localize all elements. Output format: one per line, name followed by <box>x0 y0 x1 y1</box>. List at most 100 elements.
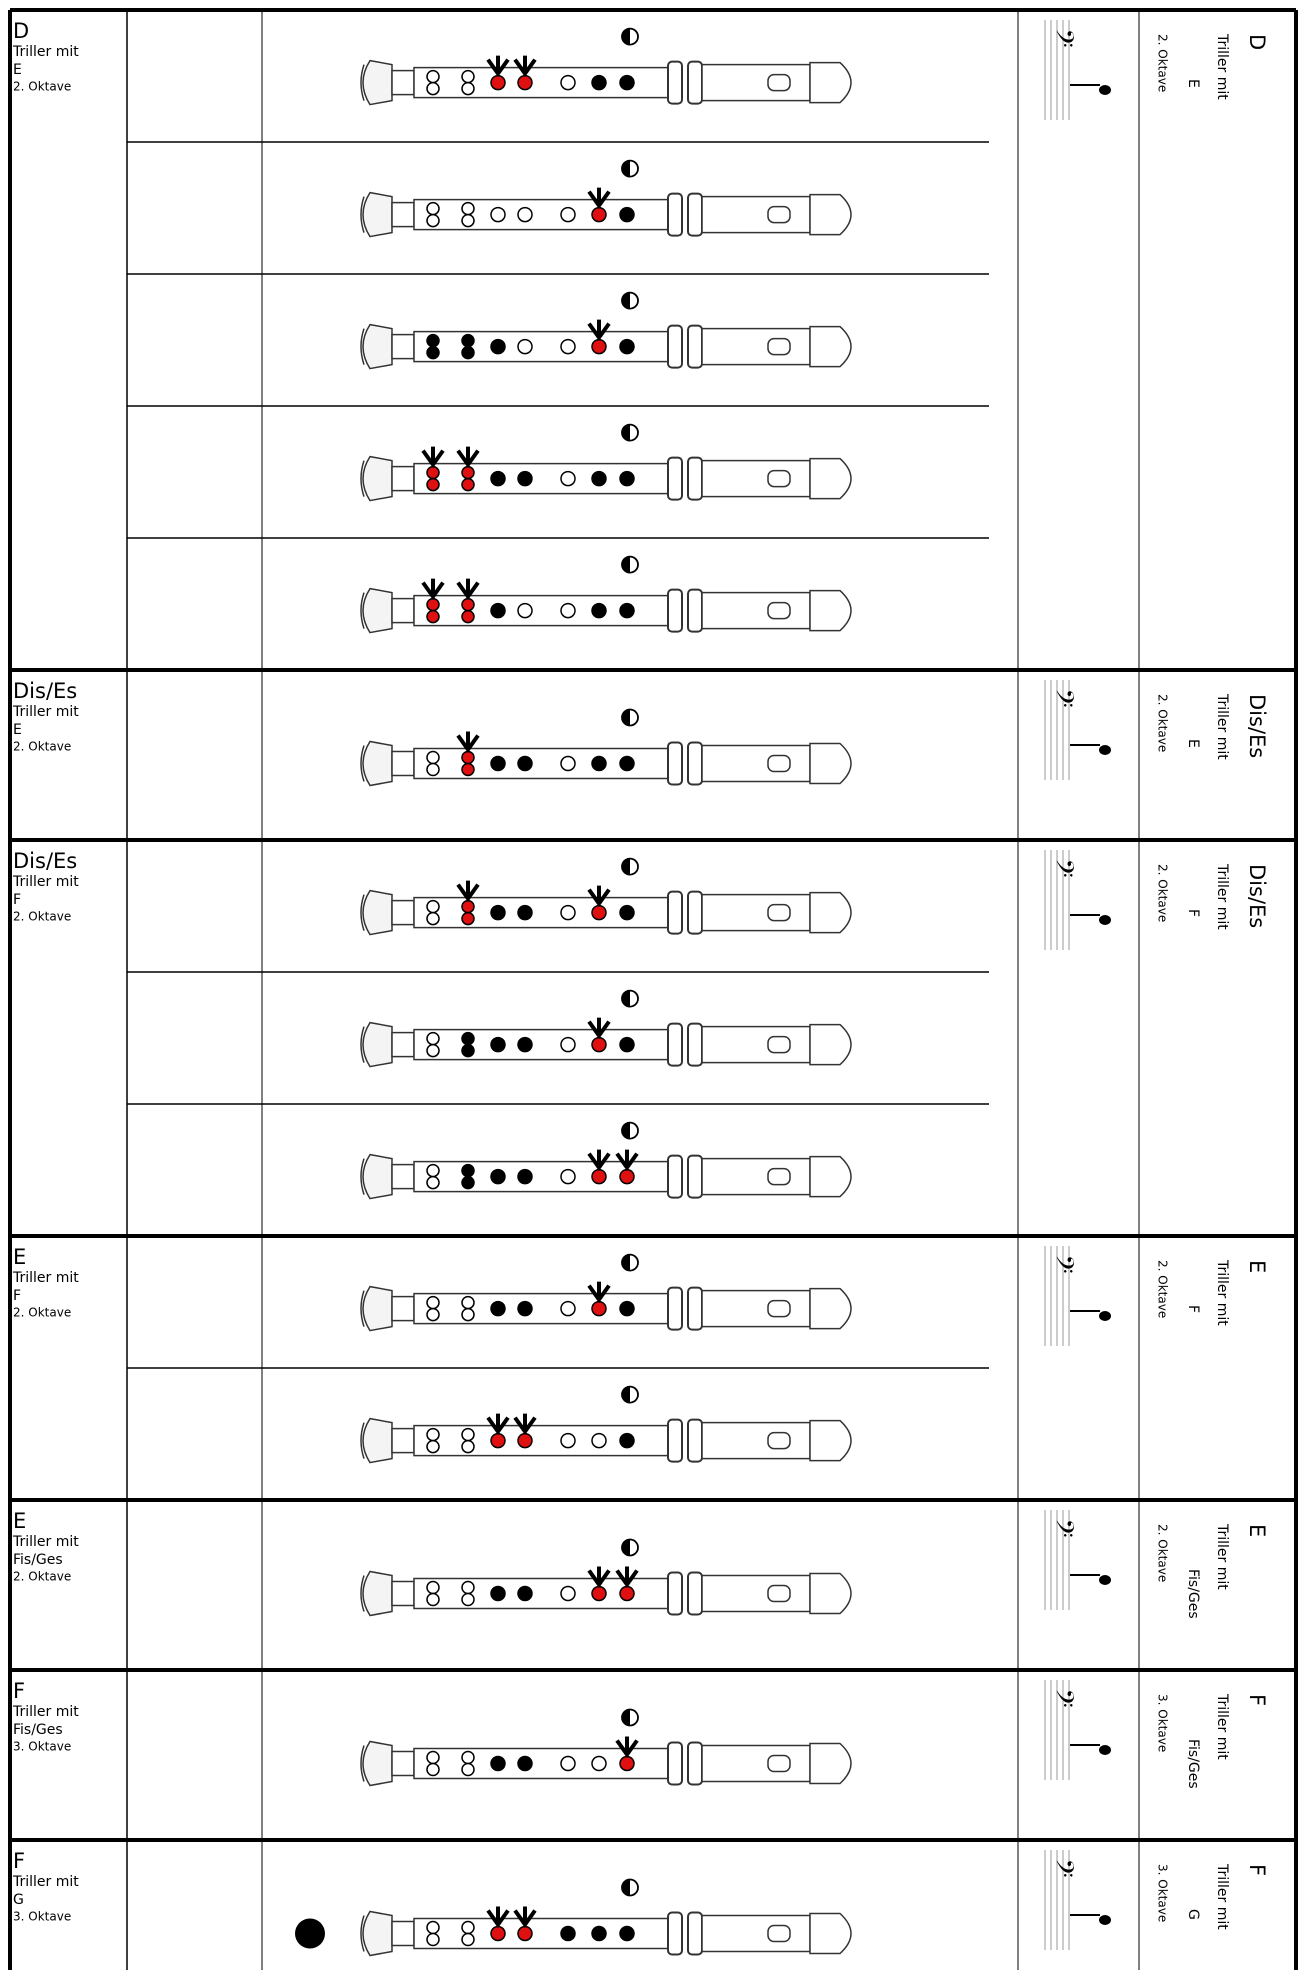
recorder-ring <box>667 1741 683 1786</box>
bass-clef: 𝄢 <box>1044 858 1079 877</box>
double-hole <box>426 609 440 624</box>
recorder-foot <box>362 59 393 106</box>
trill-arrow <box>513 1906 537 1928</box>
recorder <box>295 1878 852 1957</box>
recorder-window <box>767 903 791 922</box>
double-hole <box>426 1427 440 1442</box>
trill-label: Triller mit <box>1214 1259 1230 1326</box>
double-hole <box>426 333 440 348</box>
double-hole <box>426 1439 440 1454</box>
hole <box>591 755 607 772</box>
recorder-ring <box>687 60 703 105</box>
recorder-mouth <box>809 1023 852 1066</box>
thumb-half <box>622 990 630 1007</box>
hole <box>591 1168 607 1185</box>
recorder-foot <box>362 740 393 787</box>
recorder-foot-joint <box>391 750 415 777</box>
trill-arrow <box>486 1906 510 1928</box>
note-head <box>1099 85 1111 95</box>
hole <box>591 904 607 921</box>
hole <box>560 470 576 487</box>
double-hole <box>461 201 475 216</box>
double-hole <box>426 750 440 765</box>
trill-note: F <box>13 892 21 908</box>
double-hole <box>461 333 475 348</box>
hole <box>560 74 576 91</box>
trill-note: E <box>13 62 22 78</box>
trill-note: Fis/Ges <box>13 1552 63 1568</box>
double-hole <box>426 1031 440 1046</box>
hole <box>517 1755 533 1772</box>
hole <box>517 1036 533 1053</box>
recorder-ring <box>687 1022 703 1067</box>
trill-arrow <box>587 1281 611 1304</box>
double-hole <box>426 1750 440 1765</box>
recorder-foot-ring <box>360 1026 365 1063</box>
recorder-foot-ring <box>360 894 365 931</box>
recorder-ring <box>687 324 703 369</box>
recorder-window <box>767 754 791 773</box>
recorder-ring <box>667 324 683 369</box>
recorder-window <box>767 1035 791 1054</box>
recorder-foot-ring <box>360 1158 365 1195</box>
note-label: Dis/Es <box>13 849 77 873</box>
octave-label: 3. Oktave <box>1156 1694 1170 1752</box>
bass-clef: 𝄢 <box>1044 688 1079 707</box>
recorder-ring <box>667 60 683 105</box>
bass-clef: 𝄢 <box>1044 1518 1079 1537</box>
double-hole <box>461 1750 475 1765</box>
recorder-mouth <box>809 1155 852 1198</box>
double-hole <box>461 1295 475 1310</box>
recorder-foot-joint <box>391 1295 415 1322</box>
hole <box>490 470 506 487</box>
trill-note: F <box>1185 1305 1201 1313</box>
recorder <box>360 423 852 502</box>
recorder-mouth <box>809 325 852 368</box>
note-label: Dis/Es <box>13 679 77 703</box>
recorder-mouth <box>809 1419 852 1462</box>
recorder-window <box>767 601 791 620</box>
thumb-half <box>622 1386 630 1403</box>
hole <box>490 1300 506 1317</box>
recorder-mouth <box>809 589 852 632</box>
trill-note: Fis/Ges <box>1185 1739 1201 1789</box>
recorder-head <box>701 327 811 366</box>
trill-arrow <box>587 885 611 908</box>
recorder <box>360 1121 852 1200</box>
recorder <box>360 1385 852 1464</box>
hole <box>560 1755 576 1772</box>
double-hole <box>426 1920 440 1935</box>
double-hole <box>426 345 440 360</box>
trill-arrow <box>615 1566 639 1588</box>
hole <box>490 1168 506 1185</box>
hole <box>591 1585 607 1602</box>
thumb-half <box>622 1879 630 1896</box>
recorder-window <box>767 1299 791 1318</box>
recorder-foot-ring <box>360 1745 365 1782</box>
double-hole <box>461 1307 475 1322</box>
recorder-mouth <box>809 457 852 500</box>
double-hole <box>461 1580 475 1595</box>
hole <box>619 1755 635 1772</box>
trill-arrow <box>615 1149 639 1172</box>
note-head <box>1099 915 1111 925</box>
recorder-ring <box>667 741 683 786</box>
thumb-half <box>622 858 630 875</box>
hole <box>517 74 533 91</box>
double-hole <box>426 1043 440 1058</box>
double-hole <box>461 597 475 612</box>
recorder-ring <box>667 456 683 501</box>
note-label: F <box>1245 1694 1269 1706</box>
recorder-head <box>701 459 811 498</box>
hole <box>490 602 506 619</box>
recorder-foot-joint <box>391 465 415 492</box>
recorder-head <box>701 591 811 630</box>
double-hole <box>461 899 475 914</box>
recorder-window <box>767 1431 791 1450</box>
thumb-half <box>622 160 630 177</box>
thumb-half <box>622 1709 630 1726</box>
recorder-window <box>767 1167 791 1186</box>
hole <box>560 904 576 921</box>
hole <box>517 338 533 355</box>
double-hole <box>426 1932 440 1947</box>
